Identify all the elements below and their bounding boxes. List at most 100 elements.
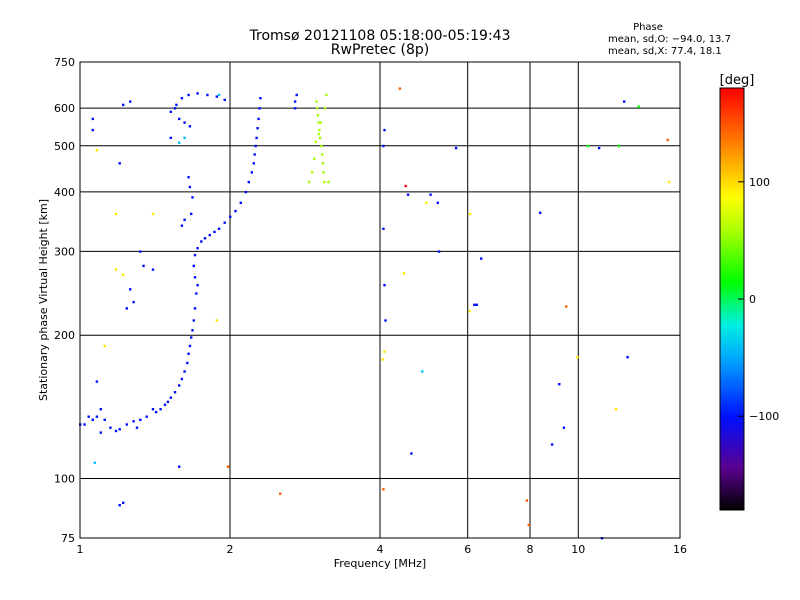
data-point: [313, 157, 316, 160]
data-point: [295, 93, 298, 97]
data-point: [180, 97, 184, 100]
data-point: [192, 319, 195, 322]
data-point: [118, 162, 121, 165]
data-point: [323, 180, 326, 184]
y-tick-label: 75: [61, 532, 75, 545]
y-tick-label: 750: [54, 56, 75, 69]
data-point: [145, 415, 148, 418]
data-point: [475, 303, 478, 306]
data-point: [132, 420, 135, 423]
data-point: [250, 171, 253, 174]
data-point: [91, 117, 94, 121]
data-point: [293, 100, 297, 103]
data-point: [122, 103, 125, 107]
data-point: [318, 136, 322, 140]
data-point: [383, 128, 386, 132]
data-point: [142, 264, 145, 268]
data-point: [125, 307, 128, 310]
x-tick-label: 10: [571, 543, 585, 556]
data-point: [425, 201, 428, 204]
phase-stats-x: mean, sd,X: 77.4, 18.1: [608, 46, 722, 57]
y-tick-label: 100: [54, 473, 75, 486]
data-point: [257, 117, 260, 121]
data-point: [383, 284, 386, 287]
data-point: [135, 426, 139, 429]
data-point: [480, 257, 483, 260]
colorbar-tick-label: −100: [749, 410, 779, 423]
data-point: [319, 121, 322, 124]
data-point: [436, 201, 439, 204]
data-point: [279, 492, 282, 495]
data-point: [255, 136, 258, 140]
data-point: [187, 176, 190, 179]
data-point: [132, 300, 135, 304]
data-point: [382, 488, 385, 491]
data-point: [247, 180, 250, 184]
data-point: [429, 193, 432, 196]
data-point: [122, 273, 125, 277]
data-point: [191, 329, 194, 332]
data-point: [175, 103, 178, 107]
data-point: [95, 380, 99, 383]
data-point: [421, 370, 424, 373]
data-point: [151, 212, 155, 216]
data-point: [169, 110, 172, 113]
x-tick-label: 8: [527, 543, 534, 556]
data-point: [406, 193, 410, 196]
data-point: [196, 247, 199, 250]
data-point: [190, 336, 193, 339]
y-tick-label: 500: [54, 140, 75, 153]
data-point: [183, 370, 186, 373]
data-point: [323, 107, 327, 110]
data-point: [258, 107, 261, 110]
data-point: [226, 465, 230, 468]
data-point: [169, 396, 172, 399]
data-point: [213, 230, 216, 234]
data-point: [187, 352, 190, 355]
data-point: [217, 227, 221, 230]
data-point: [327, 180, 330, 184]
data-point: [196, 92, 199, 95]
data-point: [188, 344, 192, 348]
x-tick-label: 1: [77, 543, 84, 556]
data-point: [666, 138, 669, 142]
x-axis-label: Frequency [MHz]: [334, 557, 426, 570]
data-point: [159, 408, 162, 411]
data-point: [637, 105, 640, 108]
data-point: [203, 237, 207, 240]
data-point: [178, 141, 181, 144]
data-point: [325, 93, 328, 97]
colorbar-label: [deg]: [720, 73, 755, 88]
data-point: [562, 426, 566, 429]
data-point: [253, 153, 256, 156]
data-point: [163, 403, 167, 406]
data-point: [139, 418, 142, 421]
data-point: [139, 250, 142, 253]
x-tick-label: 2: [227, 543, 234, 556]
data-point: [382, 227, 385, 230]
grid-lines: [80, 62, 680, 538]
data-point: [188, 185, 192, 189]
data-point: [317, 121, 320, 124]
data-point: [190, 212, 193, 216]
x-tick-label: 16: [673, 543, 687, 556]
data-point: [193, 276, 197, 279]
data-point: [215, 319, 218, 322]
data-point: [576, 356, 579, 359]
data-point: [217, 93, 221, 97]
data-point: [114, 429, 118, 433]
data-point: [109, 426, 112, 429]
data-point: [320, 144, 323, 148]
y-axis-label: Stationary phase Virtual Height [km]: [37, 199, 50, 401]
colorbar-ticks: 100 0 −100: [738, 176, 779, 423]
y-tick-label: 300: [54, 245, 75, 258]
data-points: [79, 87, 671, 540]
data-point: [178, 117, 181, 121]
x-axis-ticks: 1 2 4 6 8 10 16: [77, 543, 688, 556]
data-point: [234, 209, 237, 213]
colorbar-tick-label: 0: [749, 293, 756, 306]
data-point: [223, 98, 226, 102]
data-point: [383, 350, 386, 353]
data-point: [83, 423, 86, 426]
data-point: [617, 144, 620, 148]
